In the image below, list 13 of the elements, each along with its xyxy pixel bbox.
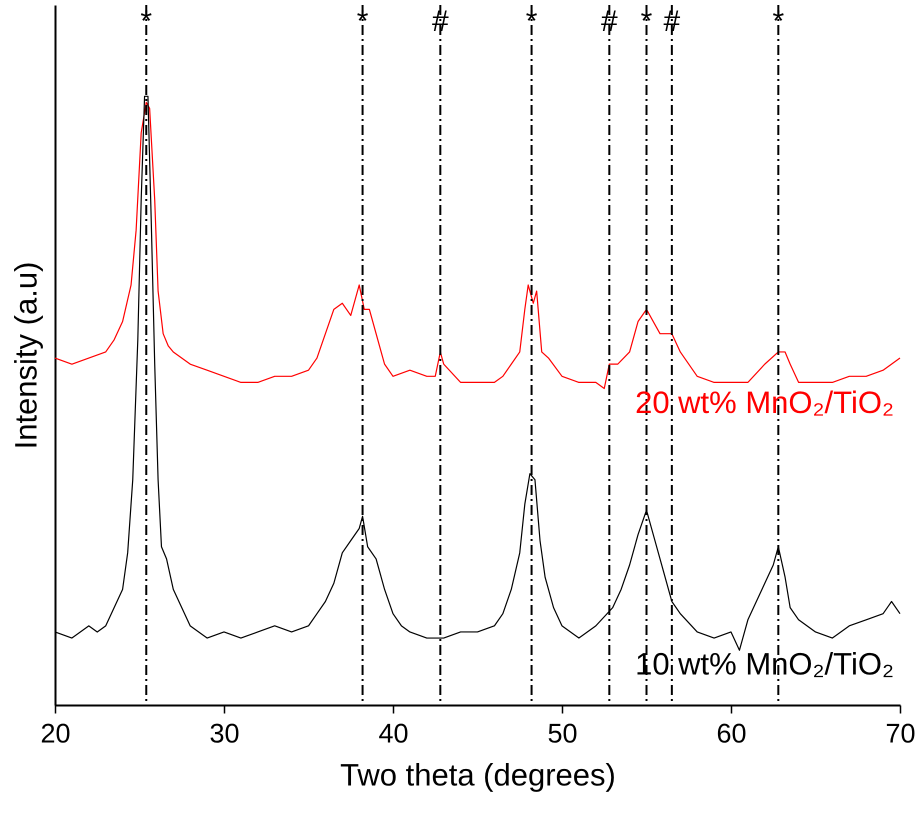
x-tick-label: 30 — [209, 718, 240, 748]
y-axis-title: Intensity (a.u) — [8, 262, 44, 450]
x-tick-label: 50 — [547, 718, 578, 748]
x-tick-label: 40 — [378, 718, 409, 748]
x-tick-label: 60 — [716, 718, 747, 748]
ref-line-label: # — [600, 5, 618, 38]
x-axis-title: Two theta (degrees) — [340, 758, 616, 792]
series-label: 10 wt% MnO₂/TiO₂ — [635, 646, 894, 682]
series-label: 20 wt% MnO₂/TiO₂ — [635, 384, 894, 420]
ref-line-label: # — [664, 5, 681, 38]
x-tick-label: 20 — [40, 718, 71, 748]
ref-line-label: # — [432, 5, 449, 38]
x-tick-label: 70 — [885, 718, 916, 748]
